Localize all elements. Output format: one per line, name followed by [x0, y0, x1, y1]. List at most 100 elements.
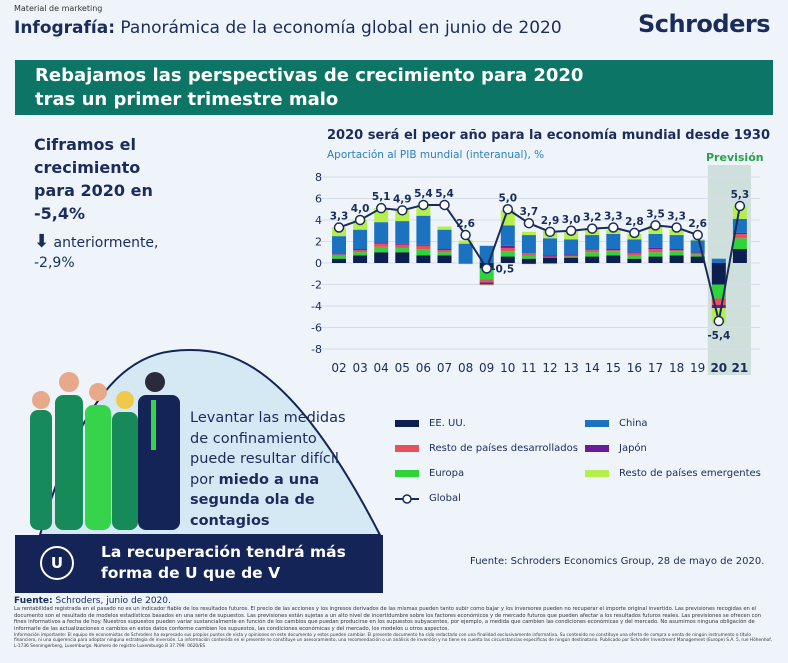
legend-item: Resto de países desarrollados [395, 443, 578, 454]
bar-segment [395, 243, 410, 245]
x-tick-label: 09 [479, 361, 494, 375]
bar-segment [606, 255, 621, 263]
bar-segment [711, 298, 726, 305]
bar-segment [690, 254, 705, 257]
bar-segment [606, 233, 621, 250]
global-point [523, 217, 535, 229]
x-tick-label: 10 [500, 361, 515, 375]
legend-item: Japón [585, 443, 647, 454]
marketing-tag: Material de marketing [14, 4, 103, 13]
bar-segment [543, 238, 557, 256]
y-tick-label: -4 [311, 300, 322, 313]
bar-segment [585, 256, 600, 263]
illustration-message: Levantar las medidas de confinamiento pu… [190, 408, 360, 531]
bar-segment [437, 250, 452, 253]
bar-segment [648, 252, 663, 257]
y-tick-label: -8 [311, 343, 322, 356]
bar-segment [669, 255, 684, 263]
global-point [544, 226, 556, 238]
x-tick-label: 03 [352, 361, 367, 375]
bar-segment [395, 252, 410, 263]
global-point [713, 315, 725, 327]
x-tick-label: 17 [648, 361, 663, 375]
x-tick-label: 14 [585, 361, 600, 375]
y-tick-label: 4 [315, 214, 322, 227]
bar-segment [521, 235, 536, 254]
source-label: Fuente: [14, 596, 53, 606]
bar-segment [669, 250, 684, 252]
bar-segment [437, 249, 452, 251]
legend-swatch [395, 470, 419, 477]
global-point [650, 220, 661, 231]
message-plain: Levantar las medidas de confinamiento pu… [190, 410, 346, 488]
data-label: 5,4 [414, 188, 433, 200]
bar-segment [395, 210, 410, 222]
bar-segment [732, 249, 747, 263]
title-rest: Panorámica de la economía global en juni… [115, 18, 562, 38]
bar-segment [690, 253, 705, 255]
bar-segment [606, 250, 621, 252]
global-point [671, 222, 682, 233]
global-point [418, 199, 429, 211]
data-label: 3,3 [604, 211, 623, 223]
y-tick-label: -2 [311, 279, 322, 292]
page-title: Infografía: Panorámica de la economía gl… [14, 18, 562, 38]
previous-forecast: ⬇ anteriormente, -2,9% [34, 232, 184, 273]
legend-line-marker [395, 493, 419, 504]
data-label: 2,8 [625, 216, 644, 228]
title-bold: Infografía: [14, 18, 116, 38]
y-tick-label: -6 [311, 322, 322, 335]
headline-banner: Rebajamos las perspectivas de crecimient… [15, 60, 773, 115]
bar-segment [353, 229, 368, 250]
bar-segment [606, 249, 621, 251]
x-tick-label: 06 [416, 361, 431, 375]
bar-segment [479, 268, 494, 280]
bar-segment [585, 252, 600, 257]
global-point [586, 223, 598, 234]
bar-segment [585, 250, 600, 253]
x-tick-label: 05 [395, 361, 410, 375]
global-point [375, 202, 387, 214]
x-tick-label: 11 [521, 361, 536, 375]
y-tick-label: 8 [315, 171, 322, 184]
data-label: 2,9 [541, 215, 560, 227]
legend-label: Resto de países emergentes [619, 468, 761, 479]
bar-segment [669, 235, 684, 250]
bar-segment [458, 263, 473, 265]
bar-segment [332, 258, 346, 263]
bar-segment [585, 235, 600, 251]
global-point [460, 229, 471, 241]
growth-headline: Ciframos el crecimiento para 2020 en -5,… [34, 135, 153, 223]
data-label: 3,7 [520, 206, 539, 218]
legend-item: Europa [395, 468, 464, 479]
x-tick-label: 15 [606, 361, 621, 375]
bar-segment [543, 257, 557, 263]
data-label: 3,3 [667, 211, 686, 223]
x-tick-label: 08 [458, 361, 473, 375]
bar-segment [479, 282, 494, 285]
bar-segment [458, 240, 473, 244]
bar-segment [437, 252, 452, 256]
data-label: 2,6 [456, 218, 475, 230]
data-label: 4,0 [351, 203, 370, 215]
bar-segment [332, 255, 346, 259]
bar-segment [479, 279, 494, 283]
legend-swatch [395, 420, 419, 427]
bar-segment [627, 239, 642, 253]
bar-segment [416, 215, 431, 245]
x-tick-label: 07 [437, 361, 452, 375]
global-point [439, 199, 450, 211]
banner-line-2: tras un primer trimestre malo [35, 89, 339, 110]
disclaimer: La rentabilidad registrada en el pasado … [14, 606, 761, 632]
bar-segment [690, 240, 705, 253]
bar-segment [690, 256, 705, 263]
bar-segment [648, 256, 663, 263]
x-tick-label: 16 [627, 361, 642, 375]
chart-source: Fuente: Schroders Economics Group, 28 de… [470, 556, 765, 567]
bar-segment [416, 255, 431, 263]
bar-segment [627, 258, 642, 263]
global-point [502, 204, 514, 215]
bar-segment [479, 284, 494, 286]
u-shape-icon: U [40, 546, 74, 580]
